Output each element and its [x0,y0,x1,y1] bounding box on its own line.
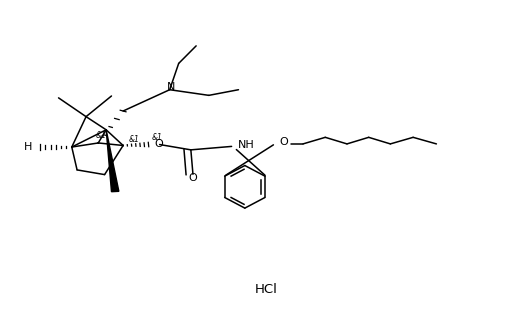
Polygon shape [106,130,119,192]
Text: &1: &1 [95,131,106,140]
Text: NH: NH [238,140,255,150]
Text: N: N [167,82,175,92]
Text: HCl: HCl [255,283,277,296]
Text: O: O [188,173,197,183]
Text: O: O [280,137,288,147]
Text: &1: &1 [128,135,139,144]
Text: O: O [154,139,163,149]
Text: &1: &1 [152,133,163,142]
Text: H: H [24,142,32,152]
